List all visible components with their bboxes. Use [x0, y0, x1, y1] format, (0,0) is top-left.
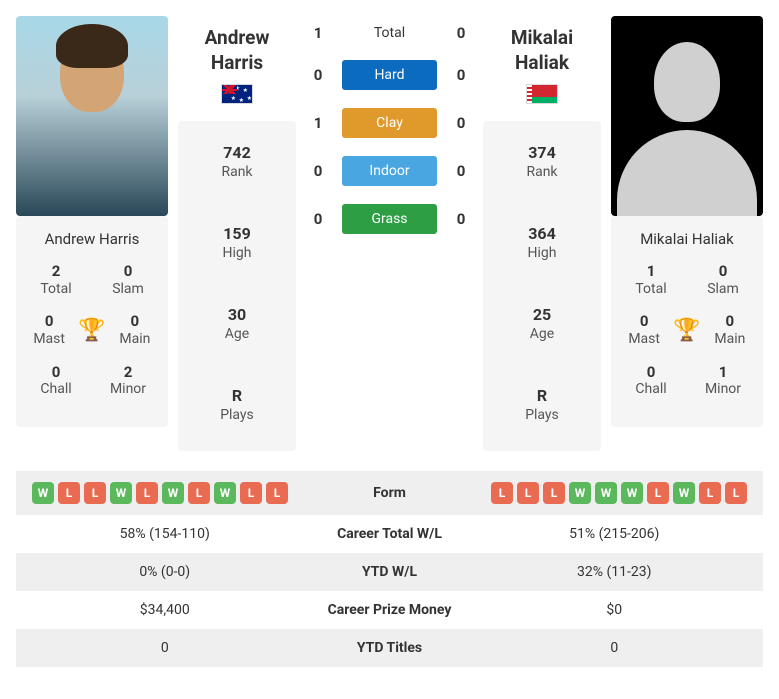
p2-title-chall: 0 Chall: [619, 363, 683, 399]
trophy-icon: 🏆: [673, 318, 700, 343]
p1-title-mast: 0 Mast: [24, 312, 74, 348]
form-loss-badge[interactable]: L: [647, 482, 669, 504]
form-win-badge[interactable]: W: [110, 482, 132, 504]
form-loss-badge[interactable]: L: [58, 482, 80, 504]
p2-stat-high: 364 High: [483, 202, 601, 283]
comp-row-titles: 0 YTD Titles 0: [16, 629, 763, 667]
p1-stat-high: 159 High: [178, 202, 296, 283]
form-loss-badge[interactable]: L: [543, 482, 565, 504]
form-win-badge[interactable]: W: [214, 482, 236, 504]
h2h-row-grass: 0 Grass 0: [306, 204, 473, 234]
player2-column: Mikalai Haliak 1 Total 0 Slam 0 Mast 🏆: [611, 16, 763, 451]
player1-column: Andrew Harris 2 Total 0 Slam 0 Mast 🏆: [16, 16, 168, 451]
p1-stat-plays: R Plays: [178, 364, 296, 445]
form-loss-badge[interactable]: L: [491, 482, 513, 504]
p1-title-slam: 0 Slam: [96, 262, 160, 298]
player2-flag-icon: [527, 85, 557, 103]
form-loss-badge[interactable]: L: [84, 482, 106, 504]
surface-pill-clay[interactable]: Clay: [342, 108, 437, 138]
comp-row-prize: $34,400 Career Prize Money $0: [16, 591, 763, 629]
player1-name-small[interactable]: Andrew Harris: [24, 230, 160, 248]
p2-stat-age: 25 Age: [483, 283, 601, 364]
form-win-badge[interactable]: W: [595, 482, 617, 504]
player1-name-block: Andrew Harris: [178, 16, 296, 121]
comp-label-form: Form: [300, 485, 480, 501]
p1-title-chall: 0 Chall: [24, 363, 88, 399]
form-win-badge[interactable]: W: [32, 482, 54, 504]
h2h-row-hard: 0 Hard 0: [306, 60, 473, 90]
comp-row-career: 58% (154-110) Career Total W/L 51% (215-…: [16, 515, 763, 553]
player1-form: WLLWLWLWLL: [30, 482, 300, 504]
form-loss-badge[interactable]: L: [266, 482, 288, 504]
p2-title-total: 1 Total: [619, 262, 683, 298]
player2-stats-column: Mikalai Haliak 374 Rank 364 High 25 Age …: [483, 16, 601, 451]
h2h-surface-column: 1 Total 0 0 Hard 0 1 Clay 0 0 Indoor 0 0…: [306, 16, 473, 451]
p2-title-minor: 1 Minor: [691, 363, 755, 399]
player1-stats-column: Andrew Harris 742 Rank 159 High 30 Age R…: [178, 16, 296, 451]
h2h-row-indoor: 0 Indoor 0: [306, 156, 473, 186]
p1-stat-rank: 742 Rank: [178, 121, 296, 202]
player2-form: LLLWWWLWLL: [480, 482, 750, 504]
p1-stat-age: 30 Age: [178, 283, 296, 364]
comparison-table: WLLWLWLWLL Form LLLWWWLWLL 58% (154-110)…: [16, 471, 763, 667]
form-win-badge[interactable]: W: [569, 482, 591, 504]
player2-name-block: Mikalai Haliak: [483, 16, 601, 121]
form-win-badge[interactable]: W: [162, 482, 184, 504]
player2-photo: [611, 16, 763, 216]
form-loss-badge[interactable]: L: [136, 482, 158, 504]
form-loss-badge[interactable]: L: [240, 482, 262, 504]
form-loss-badge[interactable]: L: [699, 482, 721, 504]
p1-title-total: 2 Total: [24, 262, 88, 298]
trophy-icon: 🏆: [78, 318, 105, 343]
form-loss-badge[interactable]: L: [188, 482, 210, 504]
player2-name-small[interactable]: Mikalai Haliak: [619, 230, 755, 248]
h2h-row-clay: 1 Clay 0: [306, 108, 473, 138]
comp-row-form: WLLWLWLWLL Form LLLWWWLWLL: [16, 471, 763, 515]
p2-stat-rank: 374 Rank: [483, 121, 601, 202]
player2-name[interactable]: Mikalai Haliak: [487, 26, 597, 75]
form-win-badge[interactable]: W: [673, 482, 695, 504]
p2-title-mast: 0 Mast: [619, 312, 669, 348]
p2-title-slam: 0 Slam: [691, 262, 755, 298]
p1-title-main: 0 Main: [110, 312, 160, 348]
surface-pill-hard[interactable]: Hard: [342, 60, 437, 90]
p1-title-minor: 2 Minor: [96, 363, 160, 399]
form-win-badge[interactable]: W: [621, 482, 643, 504]
form-loss-badge[interactable]: L: [725, 482, 747, 504]
h2h-row-total: 1 Total 0: [306, 24, 473, 42]
player1-photo: [16, 16, 168, 216]
player2-titles-card: Mikalai Haliak 1 Total 0 Slam 0 Mast 🏆: [611, 216, 763, 427]
surface-pill-grass[interactable]: Grass: [342, 204, 437, 234]
surface-pill-indoor[interactable]: Indoor: [342, 156, 437, 186]
form-loss-badge[interactable]: L: [517, 482, 539, 504]
comp-row-ytd: 0% (0-0) YTD W/L 32% (11-23): [16, 553, 763, 591]
p2-stat-plays: R Plays: [483, 364, 601, 445]
head-to-head-header: Andrew Harris 2 Total 0 Slam 0 Mast 🏆: [16, 16, 763, 451]
player1-titles-card: Andrew Harris 2 Total 0 Slam 0 Mast 🏆: [16, 216, 168, 427]
player1-name[interactable]: Andrew Harris: [182, 26, 292, 75]
p2-title-main: 0 Main: [705, 312, 755, 348]
player1-flag-icon: [222, 85, 252, 103]
